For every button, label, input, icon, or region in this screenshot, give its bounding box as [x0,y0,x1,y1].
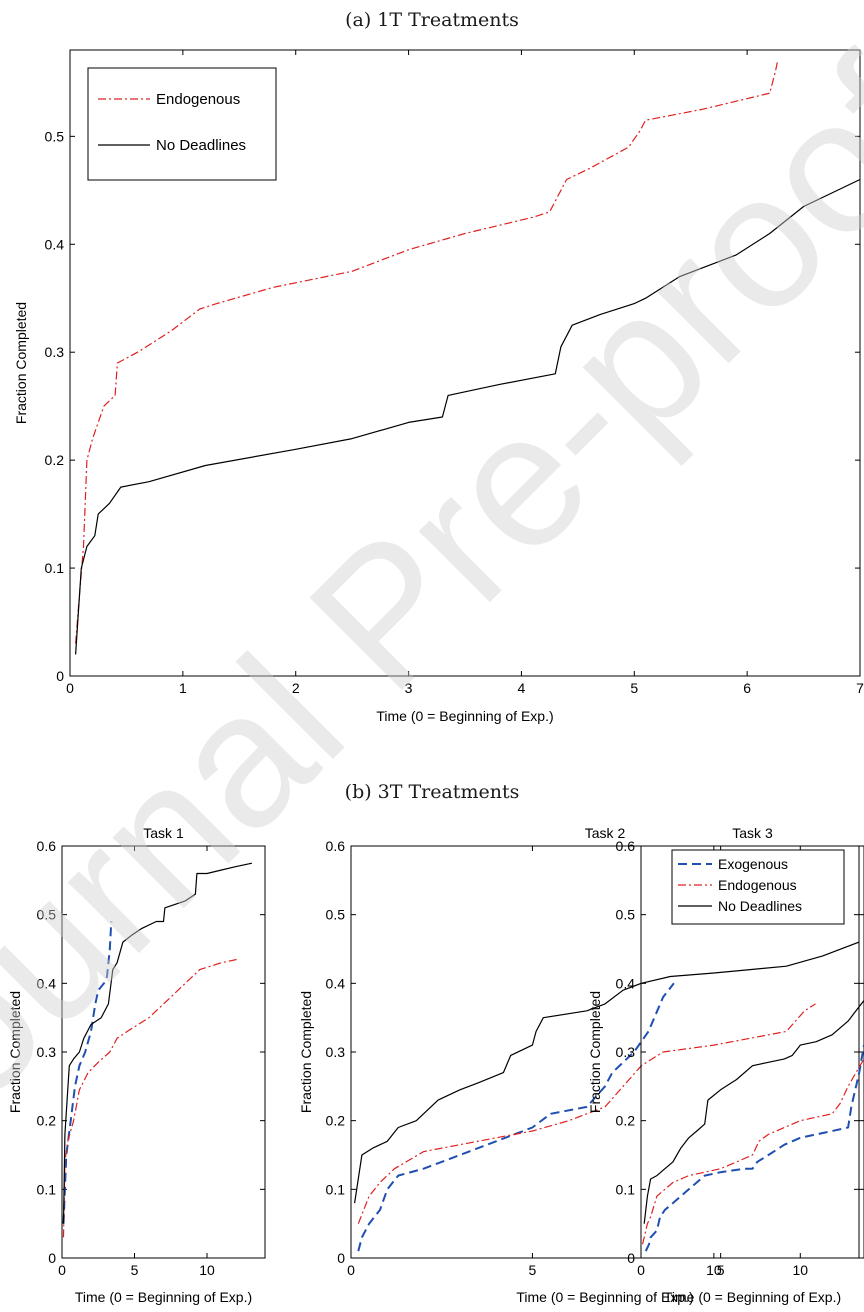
caption-a: (a) 1T Treatments [345,9,519,31]
y-tick-label: 0.5 [37,907,57,923]
legend-label-exogenous: Exogenous [718,856,788,872]
y-tick-label: 0.1 [45,560,65,576]
y-tick-label: 0.6 [37,838,57,854]
plot-frame [69,49,861,677]
x-tick-label: 7 [856,680,864,696]
panel-title: Task 1 [143,825,184,841]
legend-label-no-deadlines: No Deadlines [156,137,246,154]
series-line-no-deadlines [75,178,860,655]
x-tick-label: 1 [179,680,187,696]
y-tick-label: 0.5 [616,907,636,923]
y-axis-label: Fraction Completed [298,991,314,1113]
y-tick-label: 0.6 [326,838,346,854]
series-line-exogenous [62,921,113,1224]
legend-box [671,849,845,925]
chart-1t-treatments: 0 0.1 0.2 0.3 0.4 0.5 0 1 2 3 4 5 6 7 Time (0 = Beginn… [13,49,864,724]
legend: Endogenous No Deadlines [87,67,277,181]
legend-label-endogenous: Endogenous [718,877,797,893]
chart-task-1: 0 0.1 0.2 0.3 0.4 0.5 0.6 0 5 10 Time (0 = Beginni… [7,825,266,1305]
x-axis-label: Time (0 = Beginning of Exp.) [376,708,553,724]
panel-title: Task 3 [732,825,773,841]
y-axis-label: Fraction Completed [13,302,29,424]
y-tick-label: 0.1 [326,1181,346,1197]
y-tick-label: 0.1 [616,1181,636,1197]
x-tick-label: 10 [706,1262,722,1278]
y-tick-label: 0.2 [37,1113,57,1129]
y-tick-label: 0.2 [45,452,65,468]
legend-box [87,67,277,181]
y-tick-label: 0.4 [616,975,636,991]
x-tick-label: 5 [131,1262,139,1278]
y-tick-label: 0.3 [37,1044,57,1060]
caption-b: (b) 3T Treatments [345,781,520,803]
y-tick-label: 0.3 [616,1044,636,1060]
series-line-endogenous [62,958,238,1238]
y-tick-label: 0.5 [45,128,65,144]
series-line-endogenous [642,1058,864,1245]
panel-title: Task 2 [585,825,626,841]
y-tick-label: 0.6 [616,838,636,854]
y-axis-label: Fraction Completed [587,991,603,1113]
y-tick-label: 0 [627,1250,635,1266]
x-tick-label: 5 [717,1262,725,1278]
x-tick-label: 5 [630,680,638,696]
series-line-exogenous [357,982,675,1252]
legend-label-endogenous: Endogenous [156,91,240,108]
y-tick-label: 0.4 [45,236,65,252]
series-line-endogenous [75,60,779,644]
x-tick-label: 10 [792,1262,808,1278]
y-tick-label: 0 [56,668,64,684]
x-tick-label: 0 [347,1262,355,1278]
series-line-no-deadlines [643,1000,864,1224]
y-tick-label: 0 [48,1250,56,1266]
series-line-endogenous [357,1003,816,1224]
x-tick-label: 0 [58,1262,66,1278]
y-tick-label: 0.1 [37,1181,57,1197]
x-tick-label: 4 [518,680,526,696]
x-tick-label: 5 [529,1262,537,1278]
y-axis-label: Fraction Completed [7,991,23,1113]
y-tick-label: 0.3 [326,1044,346,1060]
x-tick-label: 3 [405,680,413,696]
x-axis-label: Time (0 = Beginning of Exp.) [664,1289,841,1305]
x-tick-label: 2 [292,680,300,696]
series-line-no-deadlines [62,862,253,1224]
series-line-no-deadlines [354,941,859,1204]
y-tick-label: 0.4 [326,975,346,991]
legend: Exogenous Endogenous No Deadlines [671,849,845,925]
x-tick-label: 10 [199,1262,215,1278]
legend-label-no-deadlines: No Deadlines [718,898,802,914]
y-tick-label: 0.2 [326,1113,346,1129]
x-axis-label: Time (0 = Beginning of Exp.) [75,1289,252,1305]
y-tick-label: 0.5 [326,907,346,923]
y-tick-label: 0 [337,1250,345,1266]
y-tick-label: 0.4 [37,975,57,991]
x-tick-label: 6 [743,680,751,696]
y-tick-label: 0.2 [616,1113,636,1129]
x-tick-label: 0 [66,680,74,696]
x-tick-label: 0 [637,1262,645,1278]
y-tick-label: 0.3 [45,344,65,360]
x-axis-label: Time (0 = Beginning of Exp.) [516,1289,693,1305]
series-line-exogenous [644,1044,864,1252]
